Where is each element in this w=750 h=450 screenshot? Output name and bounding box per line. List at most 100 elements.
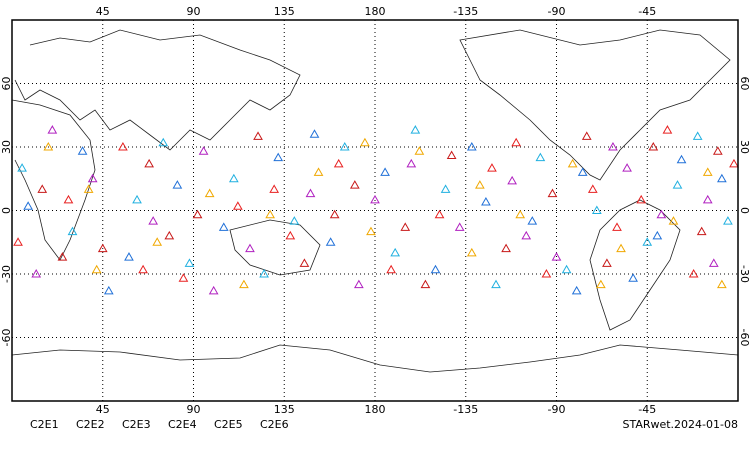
observation-marker: [354, 279, 364, 289]
legend-entry: C2E5: [214, 418, 243, 431]
observation-marker: [390, 247, 401, 257]
y-tick-label-right: 60: [738, 77, 750, 91]
observation-marker: [696, 226, 707, 236]
x-tick-label-top: -135: [453, 5, 478, 18]
coastline: [14, 29, 301, 151]
observation-marker: [608, 141, 618, 151]
observation-marker: [47, 125, 58, 134]
observation-marker: [83, 184, 94, 193]
observation-marker: [67, 226, 78, 236]
observation-marker: [702, 167, 713, 176]
observation-marker: [87, 173, 98, 183]
observations: [13, 125, 739, 295]
observation-marker: [259, 268, 269, 278]
observation-marker: [349, 180, 360, 189]
observation-marker: [602, 258, 612, 267]
observation-marker: [360, 137, 370, 147]
observation-marker: [138, 264, 148, 274]
observation-marker: [535, 152, 546, 162]
observation-marker: [656, 209, 667, 219]
observation-marker: [475, 180, 485, 189]
observation-marker: [325, 237, 336, 246]
observation-marker: [192, 209, 203, 219]
observation-marker: [688, 268, 699, 278]
x-tick-label-bottom: -135: [453, 403, 478, 416]
observation-marker: [228, 173, 239, 183]
observation-marker: [577, 167, 588, 176]
observation-marker: [628, 273, 638, 282]
legend-entry: C2E1: [30, 418, 59, 431]
observation-marker: [245, 243, 255, 253]
y-tick-label-right: -30: [738, 265, 750, 283]
observation-marker: [13, 237, 23, 246]
observation-marker: [668, 216, 679, 225]
observation-marker: [198, 146, 209, 155]
observation-marker: [97, 243, 108, 253]
observation-marker: [333, 158, 344, 168]
observation-marker: [616, 243, 626, 253]
observation-marker: [269, 184, 280, 193]
observation-marker: [103, 285, 114, 295]
observation-marker: [466, 141, 477, 151]
observation-marker: [370, 194, 380, 204]
observation-marker: [466, 247, 477, 257]
x-tick-label-bottom: -45: [638, 403, 656, 416]
coastline: [11, 344, 739, 373]
x-tick-label-top: 45: [96, 5, 110, 18]
observation-marker: [299, 258, 310, 267]
coastline: [229, 219, 321, 276]
observation-marker: [184, 258, 195, 267]
observation-marker: [285, 230, 296, 240]
observation-marker: [454, 222, 465, 231]
observation-marker: [622, 163, 632, 172]
observation-marker: [158, 137, 169, 147]
observation-marker: [305, 188, 316, 198]
observation-marker: [23, 201, 33, 210]
observation-marker: [400, 222, 411, 231]
observation-marker: [527, 216, 538, 225]
observation-marker: [132, 194, 142, 204]
observation-marker: [717, 173, 727, 183]
observation-marker: [265, 209, 275, 219]
observation-marker: [712, 146, 723, 155]
observation-marker: [717, 279, 727, 289]
observation-marker: [702, 194, 713, 204]
observation-marker: [491, 279, 501, 289]
observation-marker: [652, 230, 663, 240]
x-tick-label-bottom: 90: [187, 403, 201, 416]
observation-marker: [273, 152, 284, 162]
observation-marker: [581, 131, 592, 140]
observation-marker: [587, 184, 598, 193]
observation-marker: [77, 146, 88, 155]
y-tick-label-left: -30: [0, 265, 13, 283]
y-tick-label-left: 0: [0, 207, 13, 214]
observation-marker: [204, 188, 215, 198]
observation-marker: [329, 209, 340, 219]
graticule: 45 45 90 90 135 135 180 180 -135 -135 -90 -90 -45 -45…: [0, 5, 750, 416]
legend-entry: C2E2: [76, 418, 105, 431]
observation-marker: [148, 216, 159, 225]
y-tick-label-left: -60: [0, 329, 13, 347]
observation-marker: [446, 150, 457, 159]
observation-marker: [676, 154, 687, 164]
observation-marker: [124, 252, 134, 261]
observation-marker: [723, 216, 733, 225]
y-tick-label-right: 0: [738, 207, 750, 214]
observation-marker: [440, 184, 451, 193]
observation-marker: [57, 252, 68, 261]
observation-marker: [692, 131, 703, 140]
observation-marker: [410, 125, 421, 134]
observation-marker: [636, 194, 647, 204]
observation-marker: [63, 194, 74, 204]
observation-marker: [253, 131, 263, 140]
y-tick-label-left: 30: [0, 140, 13, 154]
observation-marker: [547, 188, 558, 198]
observation-marker: [380, 167, 390, 176]
legend-entry: C2E4: [168, 418, 197, 431]
observation-marker: [481, 197, 491, 206]
observation-marker: [672, 180, 683, 189]
observation-marker: [541, 268, 552, 278]
observation-marker: [501, 243, 511, 253]
coastlines: [11, 29, 739, 373]
